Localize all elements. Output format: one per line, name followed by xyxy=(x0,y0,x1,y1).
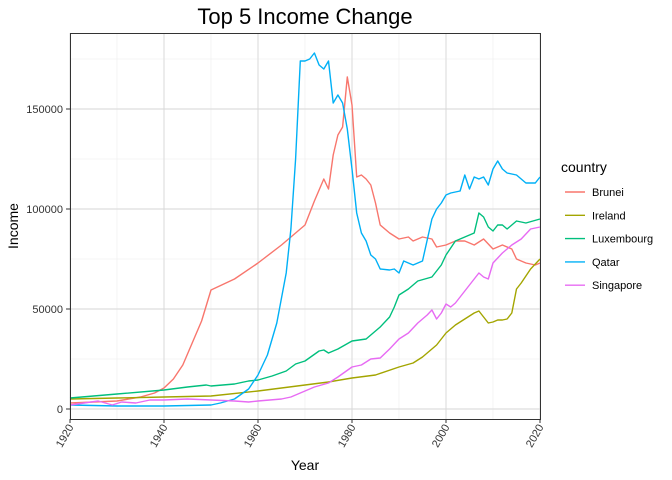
series-line-singapore xyxy=(69,226,541,406)
y-tick-label: 100000 xyxy=(26,204,63,216)
legend-label-ireland: Ireland xyxy=(592,210,626,222)
y-tick-label: 150000 xyxy=(26,104,63,116)
x-tick-label: 1920 xyxy=(54,423,77,450)
series-line-ireland xyxy=(69,258,541,400)
x-axis: 1920 1940 1960 1980 2000 2020 xyxy=(54,419,547,450)
legend-title: country xyxy=(561,159,607,175)
x-tick-label: 1980 xyxy=(336,423,359,450)
series-lines xyxy=(69,52,541,407)
series-line-qatar xyxy=(69,52,541,407)
legend: country Brunei Ireland Luxembourg Qatar Sing… xyxy=(561,159,653,292)
x-tick-label: 1960 xyxy=(242,423,265,450)
x-tick-label: 2000 xyxy=(430,423,453,450)
y-axis-title: Income xyxy=(5,203,21,249)
legend-label-brunei: Brunei xyxy=(592,187,624,199)
legend-label-qatar: Qatar xyxy=(592,257,620,269)
x-tick-label: 1940 xyxy=(148,423,171,450)
chart-title: Top 5 Income Change xyxy=(197,4,412,29)
x-axis-title: Year xyxy=(291,457,320,473)
legend-label-singapore: Singapore xyxy=(592,280,642,292)
x-tick-label: 2020 xyxy=(524,423,547,450)
y-axis: 0 50000 100000 150000 xyxy=(26,104,70,416)
series-line-brunei xyxy=(69,76,541,404)
plot-border xyxy=(70,33,541,420)
y-tick-label: 50000 xyxy=(32,304,63,316)
series-line-luxembourg xyxy=(69,212,541,399)
legend-label-luxembourg: Luxembourg xyxy=(592,234,653,246)
y-tick-label: 0 xyxy=(57,404,63,416)
